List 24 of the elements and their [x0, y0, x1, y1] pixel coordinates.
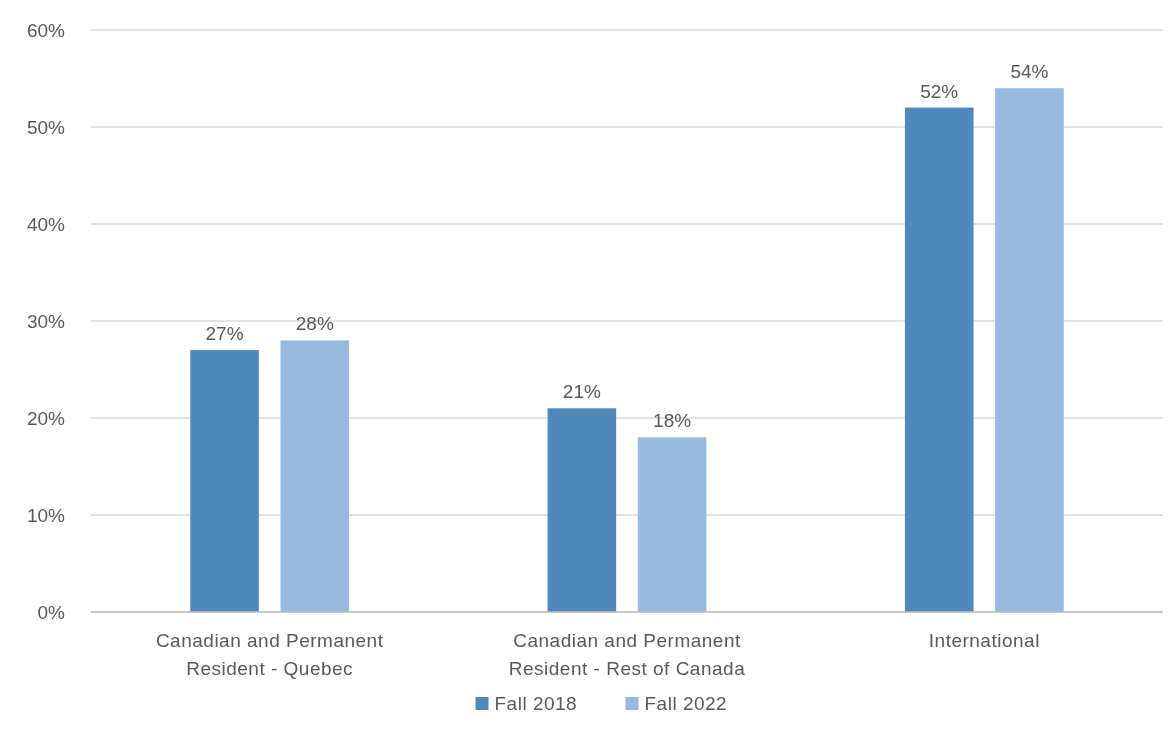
y-tick-label: 30% [26, 310, 66, 332]
bar [904, 107, 974, 612]
data-label: 21% [562, 381, 601, 403]
legend-label: Fall 2018 [494, 693, 578, 714]
y-tick-label: 40% [26, 213, 66, 235]
x-tick-label: International [928, 630, 1040, 651]
y-tick-label: 50% [26, 116, 66, 138]
bar [995, 88, 1064, 612]
bar [280, 340, 350, 612]
y-tick-label: 0% [37, 601, 66, 623]
bar [547, 408, 617, 612]
data-label: 52% [920, 80, 959, 102]
y-tick-label: 20% [26, 407, 66, 429]
x-tick-label: Canadian and Permanent Resident - Rest of Canada [508, 630, 746, 679]
data-label: 27% [205, 323, 244, 345]
legend-label: Fall 2022 [644, 693, 728, 714]
bar [637, 437, 707, 612]
data-label: 28% [295, 313, 334, 335]
bar [190, 350, 259, 612]
y-tick-label: 60% [26, 19, 66, 41]
data-label: 18% [653, 410, 692, 432]
x-tick-label: Canadian and Permanent Resident - Quebec [155, 630, 384, 679]
data-label: 54% [1010, 61, 1049, 83]
y-tick-label: 10% [26, 504, 66, 526]
